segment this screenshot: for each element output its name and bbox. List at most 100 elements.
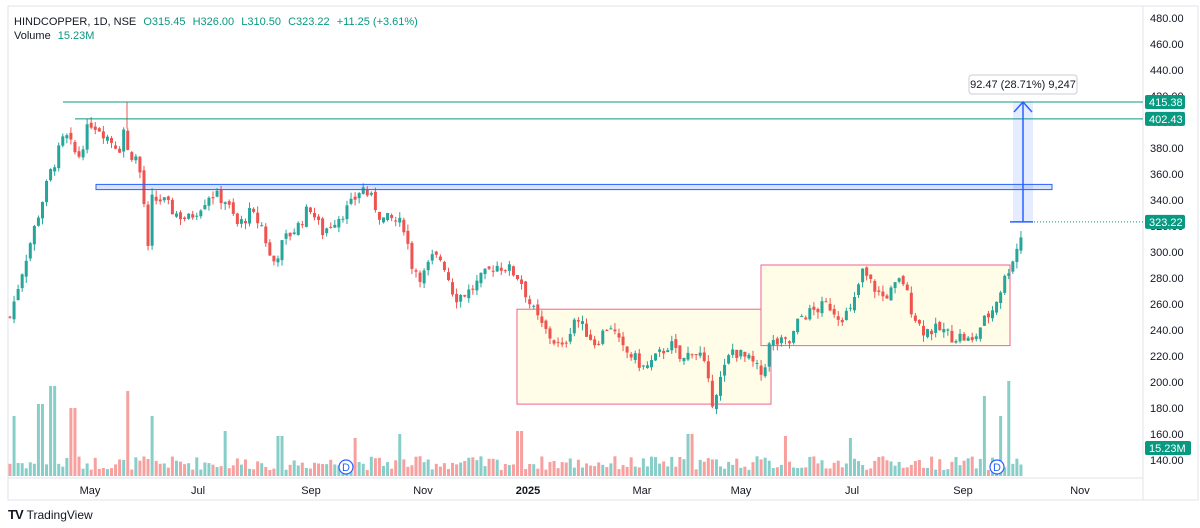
price-tags: 415.38 402.43 323.22 15.23M (1145, 95, 1191, 455)
volume-bar (479, 456, 483, 476)
volume-bar (926, 467, 930, 476)
candle-body (970, 337, 974, 341)
candle-body (463, 295, 467, 297)
volume-bar (442, 463, 446, 476)
volume-bar (49, 386, 53, 476)
volume-bar (73, 408, 77, 476)
volume-bar (836, 460, 840, 476)
time-axis[interactable]: May Jul Sep Nov 2025 Mar May Jul Sep Nov (80, 485, 1091, 497)
candle-body (710, 380, 714, 407)
candle-body (487, 266, 491, 269)
volume-bar (130, 469, 134, 476)
candle-body (771, 340, 775, 346)
volume-bar (779, 464, 783, 476)
drawings: 92.47 (28.71%) 9,247 D D (63, 74, 1143, 475)
candle-body (824, 301, 828, 303)
candle-body (597, 343, 601, 345)
volume-bar (788, 461, 792, 476)
volume-bar (962, 460, 966, 476)
candle-body (126, 130, 130, 150)
candle-body (308, 207, 312, 213)
volume-bar (816, 463, 820, 476)
candle-body (89, 122, 93, 128)
candle-body (942, 329, 946, 333)
candle-body (723, 364, 727, 376)
volume-bar (792, 467, 796, 476)
high-value: H326.00 (192, 16, 235, 28)
tradingview-footer[interactable]: TV TradingView (8, 507, 93, 522)
candle-body (714, 395, 718, 410)
volume-bar (227, 468, 231, 476)
y-tick-label: 380.00 (1150, 143, 1184, 155)
candle-body (844, 310, 848, 320)
measure-label: 92.47 (28.71%) 9,247 (970, 79, 1076, 91)
price-axis[interactable]: 480.00460.00440.00420.00400.00380.00360.… (1150, 13, 1184, 467)
candle-body (329, 226, 333, 228)
candle-body (235, 213, 239, 224)
candle-body (625, 346, 629, 353)
candle-body (548, 328, 552, 339)
candle-body (865, 267, 869, 276)
volume-bar (459, 462, 463, 476)
volume-bar (532, 464, 536, 476)
volume-bar (487, 458, 491, 476)
volume-bar (682, 459, 686, 476)
candle-body (507, 264, 511, 271)
volume-bar (118, 459, 122, 476)
candle-body (617, 333, 621, 338)
volume-bar (804, 467, 808, 476)
candle-body (349, 198, 353, 204)
volume-bar (601, 464, 605, 476)
candle-body (751, 355, 755, 362)
candle-body (759, 365, 763, 375)
volume-bar (649, 456, 653, 476)
volume-bar (166, 467, 170, 476)
volume-bar (463, 461, 467, 476)
volume-bar (317, 463, 321, 476)
candle-body (455, 293, 459, 303)
low-value: L310.50 (241, 16, 281, 28)
volume-bar (288, 464, 292, 476)
volume-bar (239, 464, 243, 476)
volume-bar (739, 467, 743, 476)
volume-bar (61, 466, 65, 476)
candle-body (848, 307, 852, 309)
candles (8, 102, 1023, 415)
volume-bar (446, 469, 450, 476)
candle-body (219, 189, 223, 204)
volume-bar (516, 431, 519, 476)
volume-bar (57, 463, 61, 476)
candle-body (779, 337, 783, 344)
candle-body (800, 315, 804, 317)
candle-body (982, 315, 986, 326)
volume-label[interactable]: Volume (14, 30, 51, 42)
symbol-label[interactable]: HINDCOPPER, 1D, NSE (14, 16, 137, 28)
candle-body (719, 376, 722, 396)
candle-body (694, 354, 698, 356)
volume-bar (195, 457, 199, 476)
price-tag-label: 415.38 (1149, 97, 1183, 109)
volume-bar (511, 464, 515, 476)
candle-body (999, 292, 1003, 304)
candle-body (901, 276, 905, 285)
volume-bar (958, 465, 962, 476)
dividend-marker-icon (338, 459, 354, 475)
candle-body (357, 193, 361, 199)
volume-bar (783, 436, 787, 476)
candle-body (589, 334, 593, 340)
candle-body (81, 149, 85, 158)
volume-bar (934, 469, 938, 476)
candle-body (406, 230, 410, 244)
candle-body (483, 268, 487, 275)
volume-bar (686, 434, 690, 476)
candle-body (812, 306, 816, 310)
y-tick-label: 220.00 (1150, 351, 1184, 363)
volume-pane (8, 381, 1023, 476)
price-tag-box (1145, 111, 1185, 126)
candle-body (775, 338, 779, 345)
candle-body (739, 349, 743, 357)
candle-body (580, 321, 584, 324)
candle-body (361, 187, 365, 194)
candle-body (313, 213, 316, 218)
